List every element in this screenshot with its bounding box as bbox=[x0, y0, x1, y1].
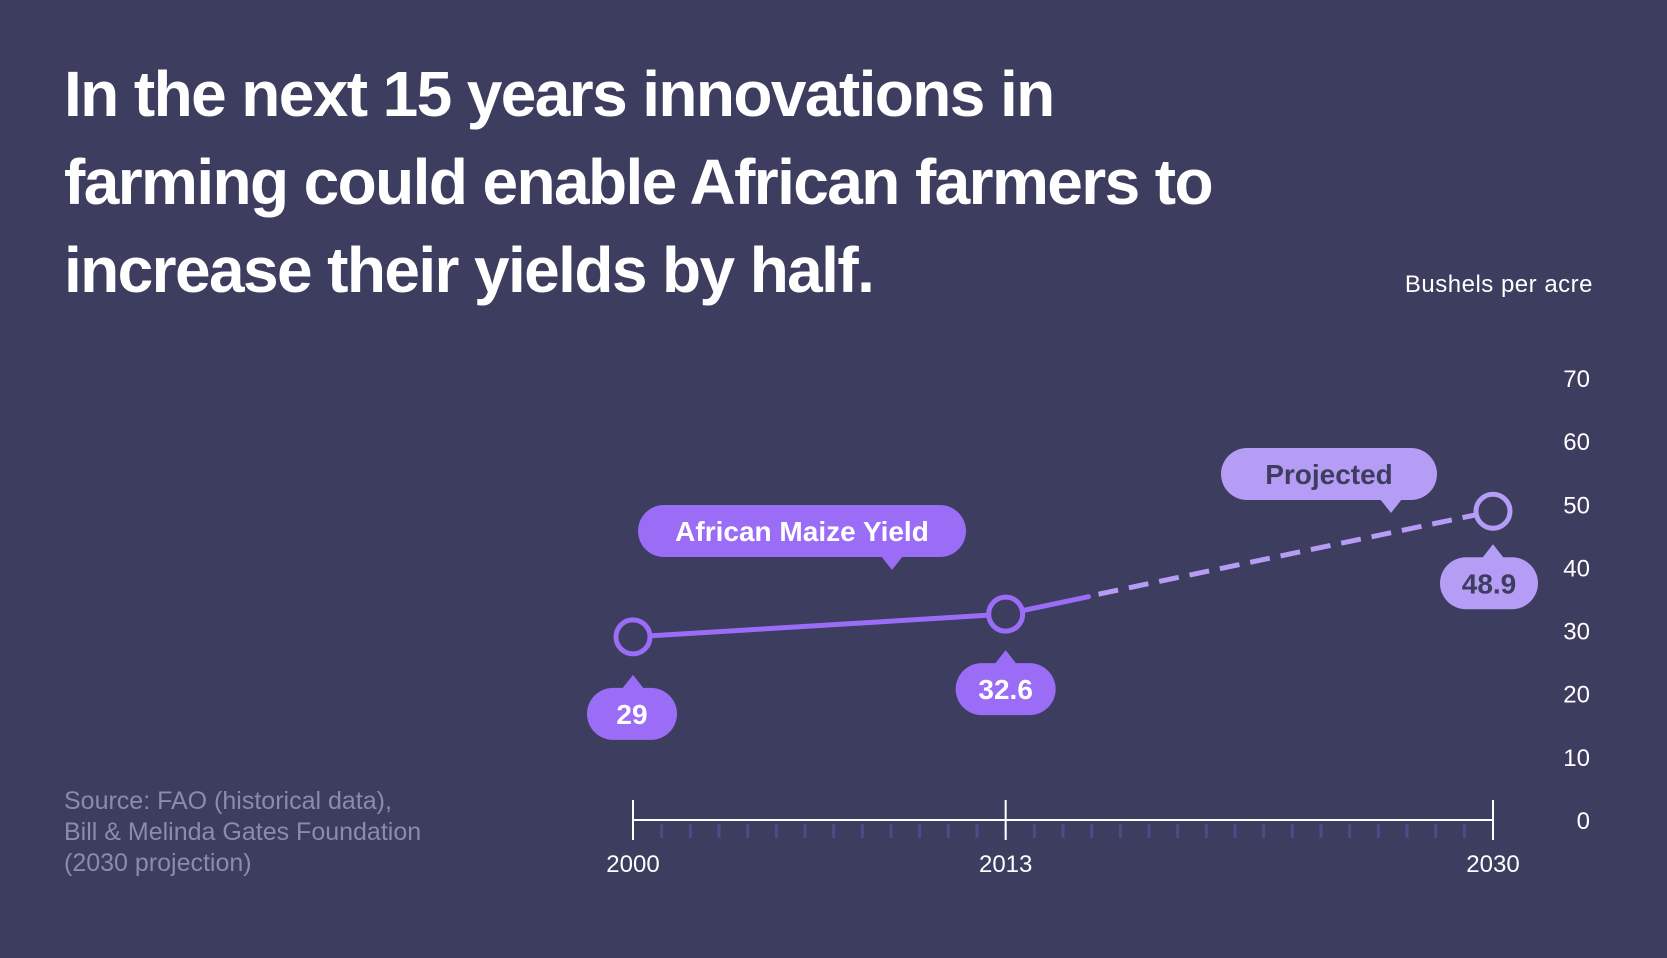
series-callout-historical-tail bbox=[881, 556, 903, 570]
data-label-2000-shape bbox=[587, 687, 677, 740]
series-callout-historical: African Maize Yield bbox=[638, 505, 966, 570]
data-label-2013-shape bbox=[955, 663, 1056, 716]
x-tick-label: 2013 bbox=[979, 851, 1032, 878]
headline: In the next 15 years innovations in farm… bbox=[64, 58, 1214, 306]
data-point-marker bbox=[986, 594, 1026, 634]
series-callout-projected-shape bbox=[1221, 448, 1437, 500]
y-tick-label: 60 bbox=[1563, 429, 1590, 456]
data-label-2000: 29 bbox=[587, 674, 677, 740]
source-line: Source: FAO (historical data), bbox=[64, 787, 392, 815]
y-tick-label: 70 bbox=[1563, 366, 1590, 393]
y-tick-label: 30 bbox=[1563, 619, 1590, 646]
source-note: Source: FAO (historical data), Bill & Mel… bbox=[64, 787, 421, 877]
series-line-historical bbox=[630, 611, 1009, 640]
data-label-2000-tail bbox=[622, 674, 644, 689]
callouts: 29 32.6 48.9 African Maize Yield Projected bbox=[587, 448, 1538, 740]
data-label-2000-text: 29 bbox=[616, 699, 647, 730]
series-callout-projected: Projected bbox=[1221, 448, 1437, 513]
data-point-marker bbox=[1473, 491, 1513, 531]
data-label-2013-tail bbox=[994, 650, 1017, 665]
data-label-2030-shape bbox=[1440, 557, 1538, 610]
data-label-2013: 32.6 bbox=[955, 650, 1056, 716]
source-line: Bill & Melinda Gates Foundation bbox=[64, 818, 421, 846]
y-tick-label: 0 bbox=[1577, 808, 1590, 835]
data-point-marker bbox=[613, 617, 653, 657]
series-callout-projected-text: Projected bbox=[1265, 459, 1393, 490]
series-layer bbox=[613, 491, 1513, 657]
y-axis-ticks: 0 10 20 30 40 50 60 70 bbox=[1563, 366, 1590, 835]
y-tick-label: 40 bbox=[1563, 555, 1590, 582]
x-tick-label: 2000 bbox=[606, 851, 659, 878]
series-callout-historical-shape bbox=[638, 505, 966, 557]
data-label-2030: 48.9 bbox=[1440, 544, 1538, 610]
data-label-2013-text: 32.6 bbox=[978, 674, 1033, 705]
data-label-2030-tail bbox=[1482, 544, 1504, 559]
y-tick-label: 20 bbox=[1563, 682, 1590, 709]
y-tick-label: 10 bbox=[1563, 745, 1590, 772]
y-tick-label: 50 bbox=[1563, 492, 1590, 519]
x-tick-label: 2030 bbox=[1466, 851, 1519, 878]
series-callout-projected-tail bbox=[1380, 499, 1402, 513]
y-axis-label: Bushels per acre bbox=[1405, 271, 1593, 298]
series-line-projected bbox=[1097, 508, 1494, 597]
source-line: (2030 projection) bbox=[64, 849, 252, 877]
series-callout-historical-text: African Maize Yield bbox=[675, 516, 929, 547]
x-axis: 2000 2013 2030 bbox=[606, 800, 1520, 878]
data-label-2030-text: 48.9 bbox=[1462, 568, 1517, 599]
